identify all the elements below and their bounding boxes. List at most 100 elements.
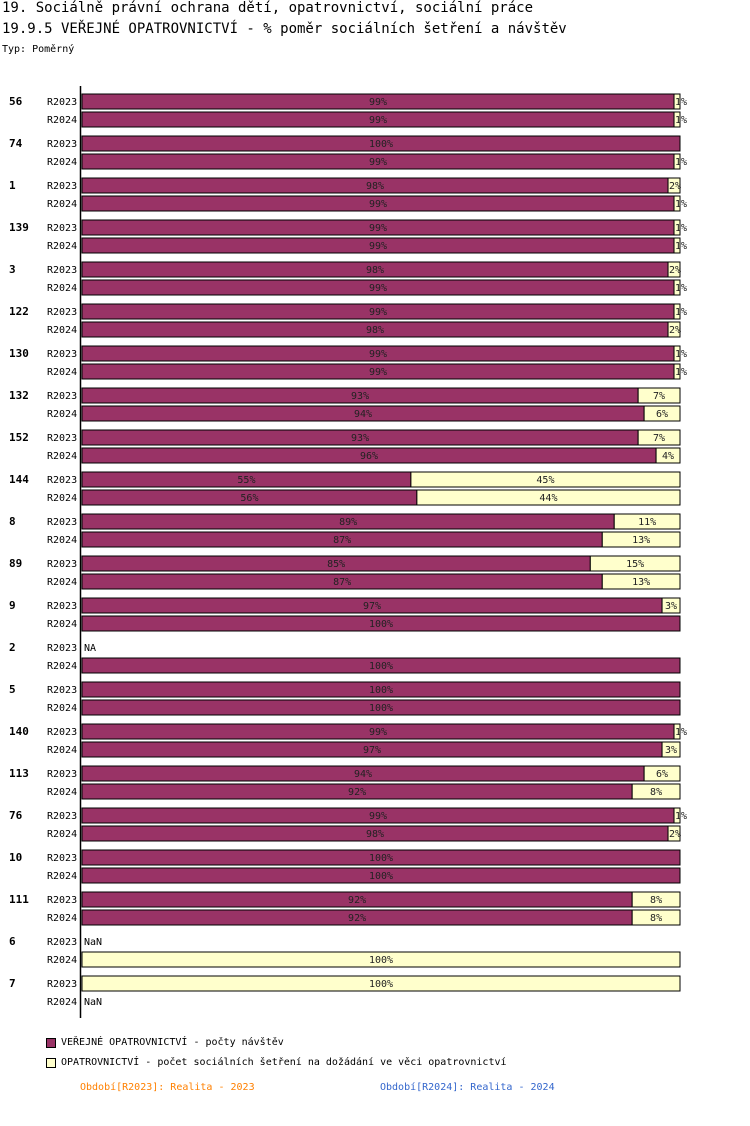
data-label-series2: 8% (650, 913, 662, 924)
period-label: R2024 (47, 871, 77, 882)
period-label: R2024 (47, 283, 77, 294)
data-label-series2: 44% (539, 493, 557, 504)
bar-series2 (673, 237, 681, 254)
bar-series2 (673, 93, 681, 110)
period-label: R2024 (47, 451, 77, 462)
group-label: 111 (9, 893, 29, 906)
period-label: R2024 (47, 493, 77, 504)
bar-series2 (637, 387, 681, 404)
period-label-2024: Období[R2024]: Realita - 2024 (380, 1082, 555, 1093)
data-label-series1: 93% (351, 433, 369, 444)
data-label-series1: 97% (363, 745, 381, 756)
period-label: R2024 (47, 157, 77, 168)
bar-series2 (661, 741, 681, 758)
bar-series2 (601, 573, 681, 590)
period-label: R2023 (47, 97, 77, 108)
group-label: 113 (9, 767, 29, 780)
period-label: R2023 (47, 517, 77, 528)
period-label: R2023 (47, 349, 77, 360)
data-label-series1: 87% (333, 577, 351, 588)
legend-item-series1: VEŘEJNÉ OPATROVNICTVÍ - počty návštěv (46, 1037, 284, 1048)
group-label: 2 (9, 641, 16, 654)
group-label: 1 (9, 179, 16, 192)
data-label-series1: 100% (369, 703, 393, 714)
data-label-series1: 99% (369, 241, 387, 252)
period-label: R2023 (47, 139, 77, 150)
data-label-series2: 1% (675, 223, 687, 234)
data-label-series1: 99% (369, 727, 387, 738)
data-label-series1: 99% (369, 283, 387, 294)
bar-series1 (81, 867, 681, 884)
data-label-series2: 2% (669, 265, 681, 276)
bar-series2 (661, 597, 681, 614)
data-label-series1: 96% (360, 451, 378, 462)
period-label: R2023 (47, 979, 77, 990)
data-label-series1: 92% (348, 895, 366, 906)
period-label: R2024 (47, 745, 77, 756)
data-label-series2: 1% (675, 199, 687, 210)
missing-value-label: NaN (84, 997, 102, 1008)
period-label: R2023 (47, 601, 77, 612)
data-label-series1: 99% (369, 97, 387, 108)
period-label-2023: Období[R2023]: Realita - 2023 (80, 1082, 255, 1093)
group-label: 7 (9, 977, 16, 990)
bar-series2 (416, 489, 681, 506)
data-label-series1: 100% (369, 871, 393, 882)
missing-value-label: NaN (84, 937, 102, 948)
data-label-series1: 98% (366, 325, 384, 336)
data-label-series1: 85% (327, 559, 345, 570)
data-label-series1: 100% (369, 853, 393, 864)
legend-swatch-series1 (46, 1037, 56, 1048)
data-label-series2: 8% (650, 895, 662, 906)
bar-series1 (81, 699, 681, 716)
data-label-series1: 55% (237, 475, 255, 486)
data-label-series2: 1% (675, 241, 687, 252)
group-label: 56 (9, 95, 23, 108)
data-label-series1: 99% (369, 199, 387, 210)
group-label: 132 (9, 389, 29, 402)
data-label-series1: 56% (240, 493, 258, 504)
legend-label-series2: OPATROVNICTVÍ - počet sociálních šetření… (61, 1057, 507, 1068)
period-label: R2023 (47, 181, 77, 192)
period-label: R2024 (47, 661, 77, 672)
bar-series2 (673, 153, 681, 170)
data-label-series1: 98% (366, 265, 384, 276)
group-label: 9 (9, 599, 16, 612)
bar-series1 (81, 135, 681, 152)
data-label-series1: 92% (348, 913, 366, 924)
period-label: R2024 (47, 703, 77, 714)
period-label: R2023 (47, 769, 77, 780)
bar-series2 (673, 363, 681, 380)
data-label-series2: 45% (536, 475, 554, 486)
data-label-series2: 4% (662, 451, 674, 462)
period-label: R2023 (47, 727, 77, 738)
period-label: R2024 (47, 115, 77, 126)
data-label-series1: 94% (354, 409, 372, 420)
bar-series1 (81, 615, 681, 632)
data-label-series2: 3% (665, 745, 677, 756)
data-label-series2: 1% (675, 307, 687, 318)
data-label-series1: 98% (366, 829, 384, 840)
group-label: 10 (9, 851, 22, 864)
period-label: R2024 (47, 535, 77, 546)
bar-series2 (667, 261, 681, 278)
data-label-series2: 2% (669, 181, 681, 192)
data-label-series2: 100% (369, 979, 393, 990)
bar-series1 (81, 657, 681, 674)
group-label: 144 (9, 473, 29, 486)
data-label-series2: 11% (638, 517, 656, 528)
data-label-series2: 7% (653, 391, 665, 402)
group-label: 6 (9, 935, 16, 948)
data-label-series2: 2% (669, 325, 681, 336)
group-label: 122 (9, 305, 29, 318)
data-label-series1: 99% (369, 115, 387, 126)
bar-series2 (613, 513, 681, 530)
data-label-series1: 94% (354, 769, 372, 780)
period-label: R2024 (47, 325, 77, 336)
bar-series2 (643, 405, 681, 422)
bar-series2 (631, 909, 681, 926)
data-label-series1: 87% (333, 535, 351, 546)
period-label: R2024 (47, 787, 77, 798)
data-label-series2: 1% (675, 283, 687, 294)
data-label-series2: 1% (675, 97, 687, 108)
